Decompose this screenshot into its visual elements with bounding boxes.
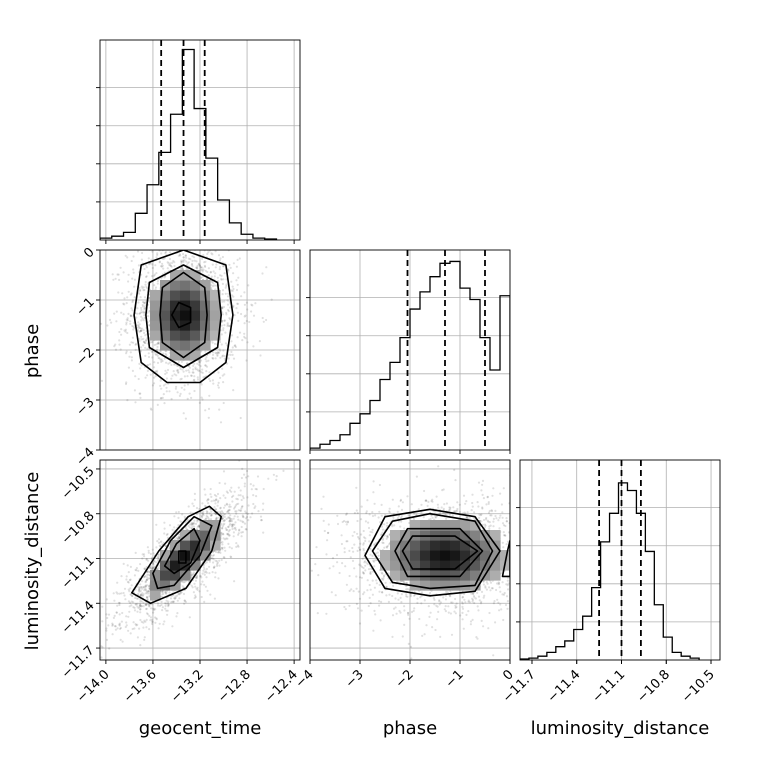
histogram-step-geocent_time xyxy=(100,48,278,240)
contour-2 xyxy=(371,512,494,590)
panel-content-hist-luminosity_distance xyxy=(520,460,720,660)
histogram-step-luminosity_distance xyxy=(520,482,700,660)
xlabel-phase: phase xyxy=(383,718,437,739)
contour-3 xyxy=(364,508,501,597)
xlabel-geocent_time: geocent_time xyxy=(139,718,262,739)
contour-1 xyxy=(152,515,213,590)
panel-content-scatter-phase-luminosity_distance xyxy=(310,460,510,660)
panel-hist-luminosity_distance xyxy=(516,459,721,664)
panel-content-scatter-geocent_time-phase xyxy=(100,250,300,450)
contour-2 xyxy=(133,250,234,384)
xlabel-luminosity_distance: luminosity_distance xyxy=(531,718,710,739)
contour-4 xyxy=(501,539,510,578)
panel-hist-geocent_time xyxy=(96,39,301,244)
contour-1 xyxy=(145,264,222,369)
contour-3 xyxy=(178,550,187,564)
ylabel-luminosity_distance: luminosity_distance xyxy=(22,472,43,651)
ylabel-phase: phase xyxy=(22,324,43,378)
panel-content-scatter-geocent_time-luminosity_distance xyxy=(100,460,300,660)
panel-content-hist-phase xyxy=(310,250,510,450)
panel-scatter-phase-luminosity_distance xyxy=(309,459,511,661)
contour-0 xyxy=(401,535,479,570)
histogram-step-phase xyxy=(310,260,510,450)
contour-2 xyxy=(131,505,222,605)
contour-0 xyxy=(159,271,208,359)
panel-content-hist-geocent_time xyxy=(100,40,300,240)
panel-hist-phase xyxy=(306,249,511,454)
contour-3 xyxy=(171,301,192,329)
contour-1 xyxy=(394,527,484,578)
panel-border xyxy=(519,459,721,661)
contour-0 xyxy=(163,527,201,575)
